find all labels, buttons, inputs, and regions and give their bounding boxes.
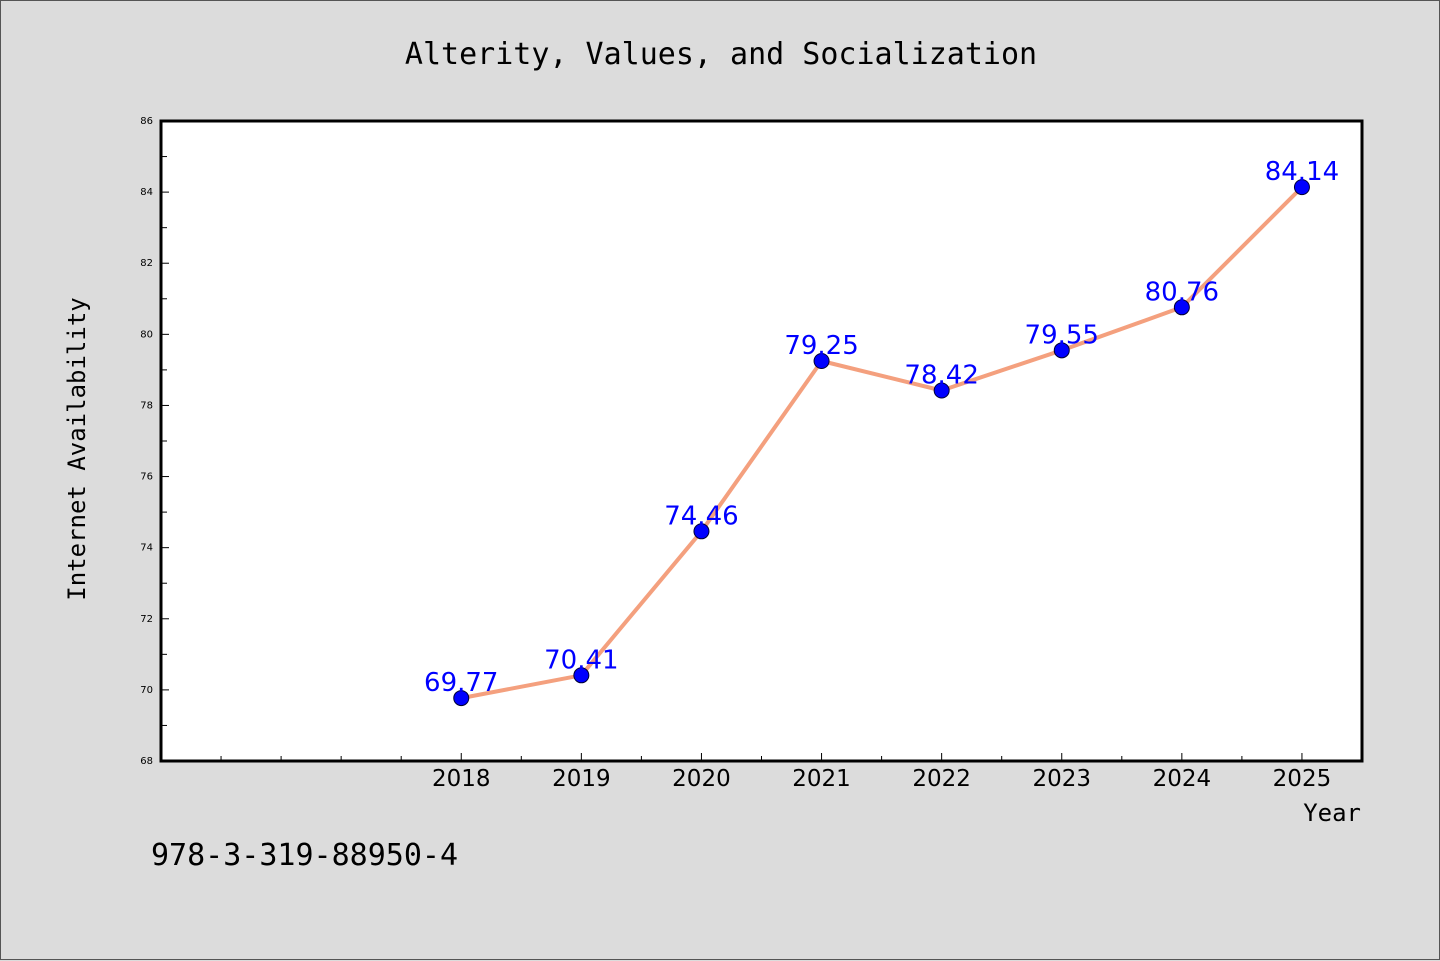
y-tick-label: 78 [140, 400, 153, 411]
y-tick-label: 72 [140, 614, 153, 625]
isbn-annotation: 978-3-319-88950-4 [151, 838, 458, 873]
x-axis-label: Year [1303, 799, 1361, 827]
data-point [573, 667, 590, 684]
data-label: 70.41 [544, 645, 618, 675]
data-label: 78.42 [904, 361, 978, 391]
data-point [453, 690, 470, 707]
data-point [693, 523, 710, 540]
x-tick-label: 2022 [912, 766, 971, 792]
data-label: 79.25 [784, 331, 858, 361]
data-point [1053, 342, 1070, 359]
y-tick-label: 82 [140, 258, 153, 269]
data-point [813, 353, 830, 369]
x-tick-label: 2019 [552, 766, 611, 792]
chart-title: Alterity, Values, and Socialization [405, 37, 1037, 72]
series-line [460, 185, 1304, 701]
data-label: 79.55 [1025, 320, 1099, 350]
plot-area [159, 119, 1364, 763]
y-axis-label: Internet Availability [63, 297, 91, 600]
data-point [1293, 179, 1310, 196]
x-tick-label: 2023 [1032, 766, 1091, 792]
x-tick-label: 2018 [432, 766, 491, 792]
data-label: 69.77 [424, 668, 498, 698]
series-markers [453, 179, 1310, 707]
data-labels: 69.77 70.41 74.46 79.25 78.42 79.55 80.76 84.14 [424, 157, 1339, 698]
y-tick-label: 74 [140, 543, 153, 554]
y-tick-label: 86 [140, 116, 153, 127]
data-label: 80.76 [1145, 277, 1219, 307]
x-tick-label: 2025 [1273, 766, 1332, 792]
y-tick-label: 76 [140, 472, 153, 483]
x-axis: 2018 2019 2020 2021 2022 2023 2024 2025 [160, 753, 1363, 792]
y-tick-label: 70 [140, 685, 153, 696]
x-tick-label: 2021 [792, 766, 851, 792]
y-tick-label: 80 [140, 329, 153, 340]
y-tick-label: 68 [140, 756, 153, 767]
data-label: 74.46 [664, 501, 738, 531]
x-tick-label: 2020 [672, 766, 731, 792]
y-axis: 68 70 72 74 76 78 80 82 84 86 [140, 116, 169, 767]
y-tick-label: 84 [140, 187, 153, 198]
data-point [1173, 299, 1190, 316]
x-tick-label: 2024 [1153, 766, 1212, 792]
data-point [933, 382, 950, 399]
data-label: 84.14 [1265, 157, 1339, 187]
